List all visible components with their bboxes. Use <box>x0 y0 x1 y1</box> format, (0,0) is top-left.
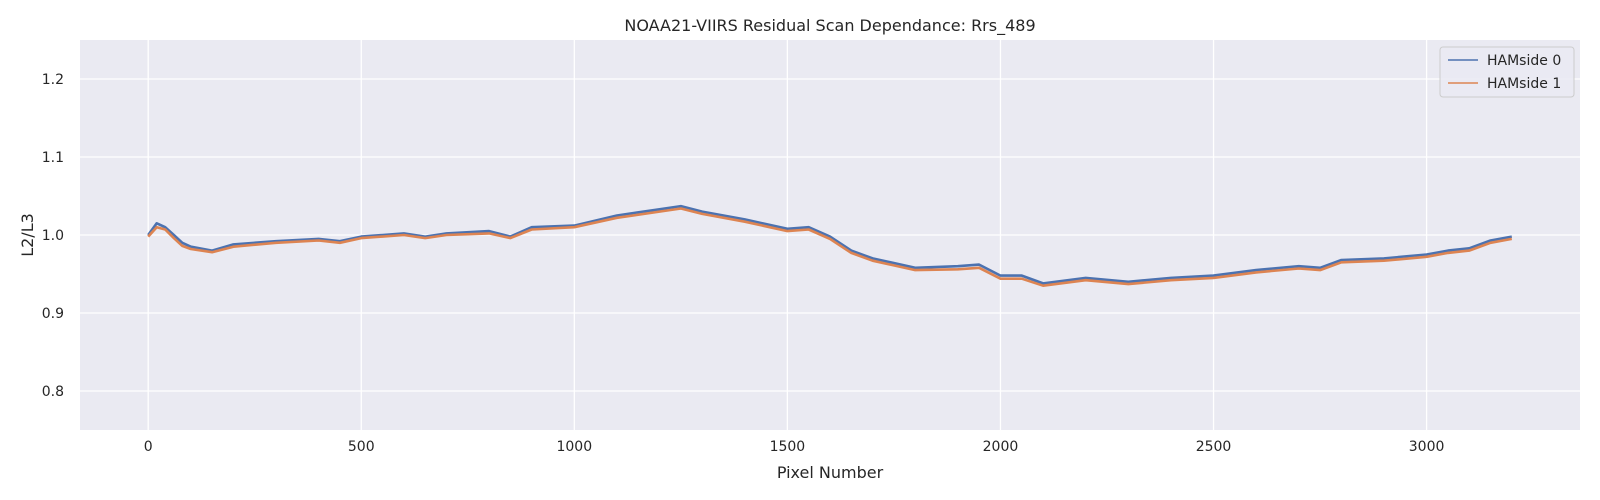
series-layer <box>147 204 1513 288</box>
legend: HAMside 0 HAMside 1 <box>1439 46 1575 98</box>
y-tick-label: 1.2 <box>42 72 64 88</box>
y-tick-label: 0.8 <box>42 384 64 400</box>
x-tick-label: 500 <box>348 439 375 455</box>
x-tick-label: 0 <box>144 439 153 455</box>
x-tick-label: 1000 <box>556 439 592 455</box>
y-axis-label: L2/L3 <box>18 213 37 257</box>
y-tick-label: 0.9 <box>42 306 64 322</box>
x-tick-label: 1500 <box>770 439 806 455</box>
x-tick-label: 2500 <box>1196 439 1232 455</box>
series-line-hamside-0 <box>147 204 1513 285</box>
tick-layer: 0 500 1000 1500 2000 2500 3000 0.8 0.9 1.0 1.1 1.2 <box>42 72 1445 455</box>
series-line-hamside-1 <box>147 207 1513 288</box>
legend-label-hamside-1: HAMside 1 <box>1487 76 1561 92</box>
y-tick-label: 1.1 <box>42 150 64 166</box>
grid-layer <box>80 40 1580 430</box>
x-tick-label: 2000 <box>983 439 1019 455</box>
x-tick-label: 3000 <box>1409 439 1445 455</box>
x-axis-label: Pixel Number <box>777 463 884 482</box>
legend-label-hamside-0: HAMside 0 <box>1487 53 1561 69</box>
chart-title: NOAA21-VIIRS Residual Scan Dependance: R… <box>624 16 1035 36</box>
y-tick-label: 1.0 <box>42 228 64 244</box>
